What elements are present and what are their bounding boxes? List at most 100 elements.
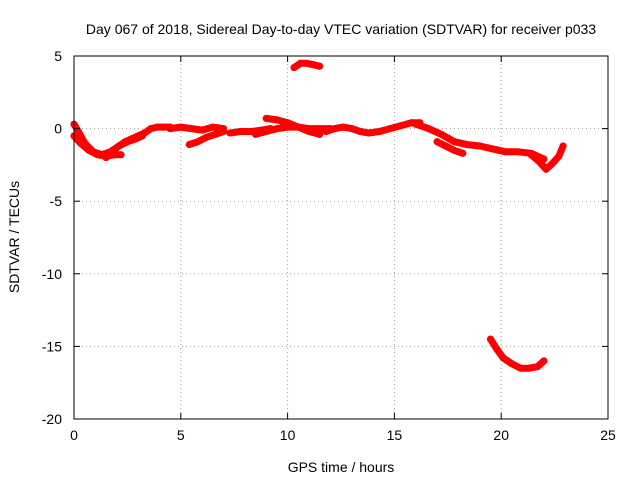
data-point [177, 123, 185, 131]
data-point [548, 159, 556, 167]
x-tick-label: 25 [600, 427, 616, 443]
data-point [237, 128, 245, 136]
data-point [540, 357, 548, 365]
data-point [187, 125, 195, 133]
data-point [316, 125, 324, 133]
data-point [102, 154, 110, 162]
data-point [81, 139, 89, 147]
data-point [459, 149, 467, 157]
data-point [348, 125, 356, 133]
data-point [140, 129, 148, 137]
x-tick-label: 20 [493, 427, 509, 443]
data-point [397, 122, 405, 130]
x-axis-label: GPS time / hours [288, 459, 395, 475]
data-point [463, 141, 471, 149]
data-point [209, 123, 217, 131]
data-point [442, 142, 450, 150]
grid-lines [74, 56, 608, 419]
data-point [365, 129, 373, 137]
data-point [555, 152, 563, 160]
data-point [198, 126, 206, 134]
data-point [525, 364, 533, 372]
y-tick-label: 5 [54, 48, 62, 64]
data-point [128, 135, 136, 143]
data-point [425, 125, 433, 133]
data-point [134, 132, 142, 140]
data-point [147, 125, 155, 133]
data-point [489, 145, 497, 153]
data-point [356, 128, 364, 136]
data-point [202, 133, 210, 141]
axis-ticks [73, 55, 609, 420]
data-point [316, 130, 324, 138]
x-tick-label: 0 [70, 427, 78, 443]
data-point [499, 354, 507, 362]
data-point [437, 130, 445, 138]
data-point [309, 61, 317, 69]
data-series [70, 59, 567, 372]
data-point [493, 345, 501, 353]
x-tick-label: 10 [280, 427, 296, 443]
data-point [220, 128, 228, 136]
plot-frame [73, 55, 609, 420]
data-point [536, 158, 544, 166]
data-point [262, 128, 270, 136]
data-point [527, 151, 535, 159]
data-point [290, 64, 298, 72]
data-point [514, 148, 522, 156]
data-point [534, 363, 542, 371]
data-point [433, 138, 441, 146]
data-point [339, 123, 347, 131]
data-point [89, 148, 97, 156]
data-point [508, 360, 516, 368]
data-point [386, 125, 394, 133]
data-point [294, 123, 302, 131]
data-point [74, 128, 82, 136]
data-point [501, 148, 509, 156]
y-axis-label: SDTVAR / TECUs [6, 181, 22, 293]
data-point [226, 129, 234, 137]
chart-title: Day 067 of 2018, Sidereal Day-to-day VTE… [86, 21, 596, 37]
y-tick-label: -20 [42, 411, 62, 427]
x-tick-label: 15 [387, 427, 403, 443]
data-point [166, 125, 174, 133]
data-point [160, 123, 168, 131]
data-point [194, 138, 202, 146]
data-point [331, 125, 339, 133]
data-point [262, 114, 270, 122]
y-tick-label: -5 [50, 193, 63, 209]
data-point [375, 128, 383, 136]
y-tick-label: 0 [54, 121, 62, 137]
data-point [185, 141, 193, 149]
y-tick-label: -15 [42, 338, 62, 354]
data-point [487, 335, 495, 343]
data-point [559, 142, 567, 150]
data-point [284, 123, 292, 131]
data-point [450, 146, 458, 154]
data-point [252, 130, 260, 138]
data-point [322, 128, 330, 136]
data-point [153, 123, 161, 131]
data-point [305, 125, 313, 133]
data-point [273, 125, 281, 133]
data-point [542, 165, 550, 173]
tick-labels: 0 5 10 15 20 25 5 0 -5 -10 -15 -20 [42, 48, 616, 443]
x-tick-label: 5 [177, 427, 185, 443]
data-point [121, 138, 129, 146]
data-point [476, 142, 484, 150]
y-tick-label: -10 [42, 266, 62, 282]
data-point [211, 130, 219, 138]
series-arc-n [433, 138, 467, 157]
data-point [108, 148, 116, 156]
data-point [117, 151, 125, 159]
data-point [450, 138, 458, 146]
data-point [115, 142, 123, 150]
data-point [516, 364, 524, 372]
data-point [273, 116, 281, 124]
data-point [296, 59, 304, 67]
data-point [303, 59, 311, 67]
data-point [316, 62, 324, 70]
data-point [412, 120, 420, 128]
